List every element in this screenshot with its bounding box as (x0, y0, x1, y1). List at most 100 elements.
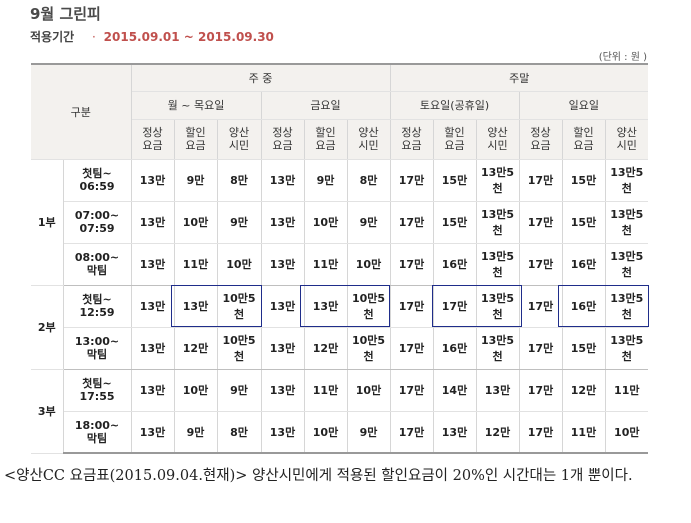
fee-cell: 10만 (304, 201, 348, 244)
header-weekend: 주말 (390, 63, 649, 92)
fee-cell: 10만5천 (217, 327, 262, 370)
fee-cell: 11만 (174, 243, 218, 286)
fee-cell: 13만5천 (605, 159, 649, 202)
table-row: 07:00~ 07:59 13만 10만 9만 13만 10만 9만 17만 15만 13만5천 17… (31, 201, 649, 244)
subheader-line: 요금 (142, 139, 163, 152)
fee-cell: 10만 (174, 201, 218, 244)
fee-cell: 13만 (131, 285, 175, 328)
fee-cell: 13만 (131, 369, 175, 412)
subheader-line: 요금 (315, 139, 336, 152)
subheader-cell: 할인 요금 (433, 119, 477, 160)
fee-cell: 13만 (261, 159, 305, 202)
header-gubun: 구분 (31, 63, 132, 160)
fee-cell: 17만 (519, 201, 563, 244)
time-line: 07:59 (79, 222, 115, 235)
fee-cell: 10만 (217, 243, 262, 286)
fee-cell: 9만 (174, 159, 218, 202)
time-slot: 첫팀~ 06:59 (63, 159, 132, 202)
fee-cell: 11만 (605, 369, 649, 412)
table-row: 3부 첫팀~ 17:55 13만 10만 9만 13만 11만 10만 17만 14만 13만 17만 1… (31, 369, 649, 454)
fee-cell: 13만 (131, 201, 175, 244)
fee-cell: 10만5천 (347, 285, 391, 328)
page-title: 9월 그린피 (30, 5, 101, 23)
fee-cell: 15만 (562, 159, 606, 202)
time-slot: 첫팀~ 17:55 (63, 369, 132, 412)
fee-cell: 17만 (390, 285, 434, 328)
fee-cell: 16만 (433, 243, 477, 286)
fee-cell: 16만 (562, 285, 606, 328)
subheader-line: 요금 (573, 139, 594, 152)
fee-cell: 10만 (347, 243, 391, 286)
subheader-cell: 정상 요금 (390, 119, 434, 160)
subheader-line: 정상 (530, 126, 551, 139)
fee-cell: 17만 (390, 327, 434, 370)
subheader-line: 요금 (444, 139, 465, 152)
fee-cell: 16만 (562, 243, 606, 286)
fee-cell: 13만 (131, 159, 175, 202)
subheader-line: 시민 (358, 139, 379, 152)
table-row: 18:00~ 막팀 13만 9만 8만 13만 10만 9만 17만 13만 12만 17만 11만 10… (31, 411, 649, 454)
fee-cell: 9만 (347, 201, 391, 244)
table-row: 13:00~ 막팀 13만 12만 10만5천 13만 12만 10만5천 17만 16만 13만5… (31, 327, 649, 370)
fee-cell: 10만 (605, 411, 649, 454)
time-line: 첫팀~ (82, 293, 112, 306)
fee-cell: 17만 (519, 159, 563, 202)
fee-cell: 15만 (562, 201, 606, 244)
fee-cell: 17만 (390, 411, 434, 454)
fee-cell: 17만 (390, 159, 434, 202)
time-line: 17:55 (79, 390, 115, 403)
subheader-cell: 정상 요금 (519, 119, 563, 160)
fee-cell: 8만 (217, 159, 262, 202)
fee-cell: 13만 (261, 369, 305, 412)
fee-cell: 9만 (174, 411, 218, 454)
fee-cell: 15만 (433, 201, 477, 244)
subheader-line: 양산 (487, 126, 508, 139)
period-label: 적용기간 (30, 30, 75, 44)
part-label: 1부 (31, 159, 64, 286)
subheader-line: 정상 (142, 126, 163, 139)
fee-cell: 11만 (304, 369, 348, 412)
subheader-line: 할인 (444, 126, 465, 139)
fee-cell: 13만 (261, 411, 305, 454)
fee-cell: 13만5천 (476, 201, 520, 244)
fee-cell: 15만 (433, 159, 477, 202)
subheader-line: 요금 (185, 139, 206, 152)
fee-cell: 17만 (519, 243, 563, 286)
fee-cell: 17만 (390, 369, 434, 412)
fee-cell: 8만 (217, 411, 262, 454)
time-slot: 08:00~ 막팀 (63, 243, 132, 286)
time-slot: 첫팀~ 12:59 (63, 285, 132, 328)
fee-cell: 17만 (390, 243, 434, 286)
fee-cell: 13만 (304, 285, 348, 328)
time-line: 07:00~ (74, 209, 120, 222)
subheader-cell: 양산 시민 (605, 119, 649, 160)
subheader-line: 할인 (185, 126, 206, 139)
subheader-line: 시민 (228, 139, 250, 152)
subheader-line: 시민 (487, 139, 508, 152)
header-fri: 금요일 (261, 91, 391, 120)
subheader-cell: 정상 요금 (131, 119, 175, 160)
fee-cell: 17만 (519, 327, 563, 370)
time-slot: 18:00~ 막팀 (63, 411, 132, 454)
subheader-line: 양산 (358, 126, 379, 139)
fee-cell: 13만5천 (476, 243, 520, 286)
fee-cell: 14만 (433, 369, 477, 412)
fee-cell: 10만 (174, 369, 218, 412)
subheader-line: 양산 (228, 126, 250, 139)
fee-cell: 13만 (261, 327, 305, 370)
fee-cell: 13만 (261, 201, 305, 244)
fee-cell: 13만5천 (476, 159, 520, 202)
caption-text: <양산CC 요금표(2015.09.04.현재)> 양산시민에게 적용된 할인요… (4, 468, 633, 484)
header-mon-thu: 월 ~ 목요일 (131, 91, 262, 120)
subheader-line: 요금 (272, 139, 293, 152)
fee-cell: 13만 (261, 285, 305, 328)
fee-cell: 13만 (261, 243, 305, 286)
time-line: 18:00~ (74, 418, 120, 432)
fee-cell: 10만 (304, 411, 348, 454)
fee-cell: 12만 (476, 411, 520, 454)
apply-period: 적용기간 · 2015.09.01 ~ 2015.09.30 (30, 28, 274, 45)
subheader-line: 요금 (530, 139, 551, 152)
fee-cell: 13만5천 (476, 327, 520, 370)
time-line: 06:59 (79, 180, 115, 193)
fee-cell: 13만 (131, 327, 175, 370)
